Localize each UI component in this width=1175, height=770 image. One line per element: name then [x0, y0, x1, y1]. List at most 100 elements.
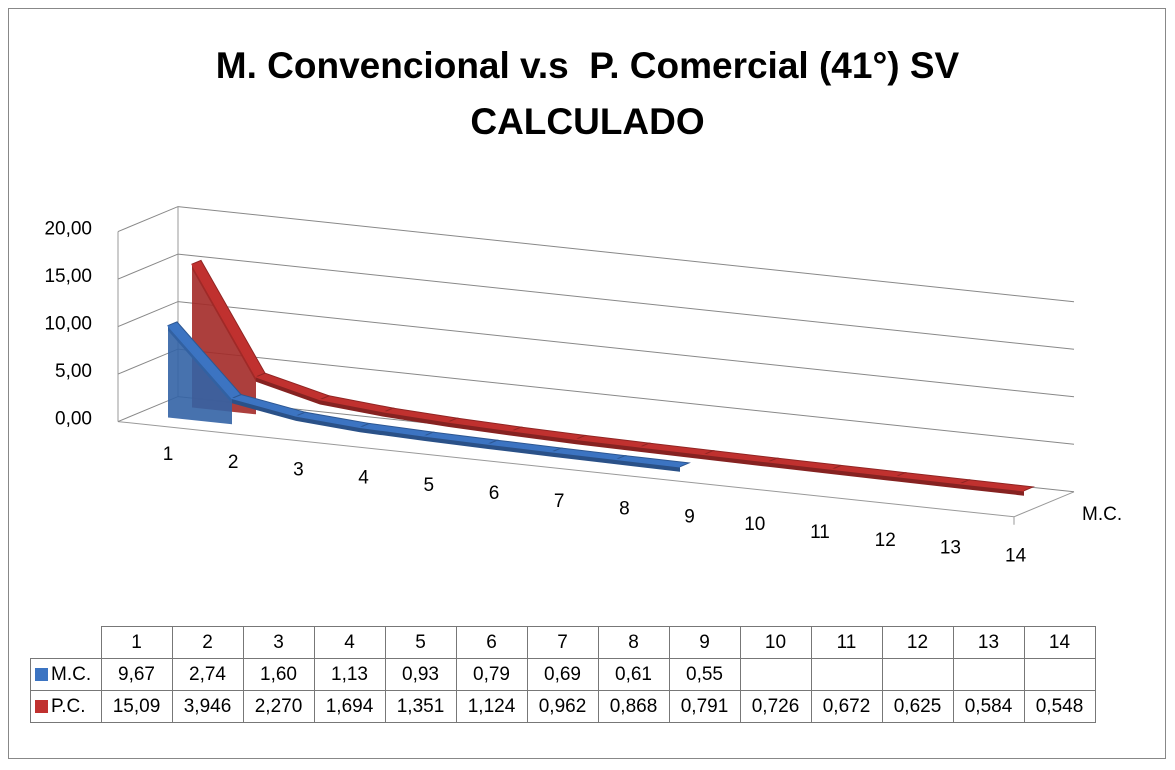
table-cell: 15,09 [100, 690, 173, 723]
ribbon-side [896, 476, 960, 489]
x-tick-label: 2 [228, 452, 239, 473]
legend-swatch [35, 699, 48, 713]
y-tick-label: 5,00 [55, 361, 92, 382]
legend-label: P.C. [51, 695, 86, 717]
table-cell: 0,548 [1023, 690, 1096, 723]
table-row: P.C. 15,09 3,946 2,270 1,694 1,351 1,124 0,962 0… [30, 690, 1096, 723]
x-tick-label: 12 [875, 530, 896, 551]
x-tick-label: 9 [684, 506, 695, 527]
y-tick-label: 0,00 [55, 409, 92, 430]
table-cell: 0,868 [597, 690, 670, 723]
series-line [191, 263, 1025, 492]
x-tick-label: 14 [1005, 545, 1027, 566]
table-cell: 1,13 [313, 658, 386, 691]
ribbon-side [232, 398, 296, 421]
table-header-cell: 2 [171, 626, 244, 659]
ribbon-face [168, 325, 232, 425]
y-tick-label: 10,00 [44, 314, 92, 335]
floor-edge [117, 421, 1075, 518]
depth-axis-label: M.C. [1082, 504, 1122, 525]
table-cell: 3,946 [171, 690, 244, 723]
table-cell [810, 658, 883, 691]
table-header-cell: 7 [526, 626, 599, 659]
ribbon-side [960, 483, 1024, 496]
x-tick-label: 5 [424, 475, 435, 496]
chart-title: M. Convencional v.s P. Comercial (41°) S… [215, 45, 970, 142]
table-header-cell: 6 [455, 626, 528, 659]
table-cell: 1,694 [313, 690, 386, 723]
grid-line [117, 348, 1075, 445]
x-tick-label: 11 [810, 522, 830, 543]
table-header-cell: 4 [313, 626, 386, 659]
table-cell: 0,584 [952, 690, 1025, 723]
table-cell [1023, 658, 1096, 691]
data-table: 1 2 3 4 5 6 7 8 9 10 11 12 13 14 M.C. 9,67 2,74 1,60 1,13 0… [30, 626, 1096, 723]
y-tick-label: 15,00 [44, 266, 92, 287]
table-cell: 0,726 [739, 690, 812, 723]
table-header-cell: 14 [1023, 626, 1096, 659]
table-header-cell: 5 [384, 626, 457, 659]
ribbon-side [512, 430, 576, 445]
ribbon-side [768, 461, 832, 475]
series-ribbon [167, 321, 691, 472]
table-header-cell: 9 [668, 626, 741, 659]
x-tick-label: 7 [554, 491, 565, 512]
ribbon-side [552, 451, 616, 465]
x-tick-label: 1 [163, 444, 174, 465]
grid-line [117, 253, 1075, 350]
chart-frame [8, 8, 1166, 759]
grid-line [117, 206, 1075, 303]
legend-cell: P.C. [30, 690, 102, 723]
legend-cell: M.C. [30, 658, 102, 691]
ribbon-side [488, 444, 552, 457]
table-cell: 2,74 [171, 658, 244, 691]
ribbon-side [448, 421, 512, 436]
ribbon-side [832, 469, 896, 482]
table-cell: 2,270 [242, 690, 315, 723]
grid-line [117, 301, 1075, 398]
x-tick-label: 8 [619, 499, 630, 520]
table-header-cell: 13 [952, 626, 1025, 659]
series-line [167, 325, 681, 468]
y-tick-label: 20,00 [44, 219, 92, 240]
table-cell [739, 658, 812, 691]
x-tick-label: 4 [358, 467, 369, 488]
table-header-cell: 12 [881, 626, 954, 659]
ribbon-side [576, 439, 640, 452]
table-corner [30, 626, 102, 659]
table-cell: 0,625 [881, 690, 954, 723]
table-cell: 0,93 [384, 658, 457, 691]
table-cell: 1,351 [384, 690, 457, 723]
table-cell [952, 658, 1025, 691]
table-cell: 9,67 [100, 658, 173, 691]
table-cell [881, 658, 954, 691]
x-tick-label: 3 [293, 460, 304, 481]
ribbon-segment [254, 372, 331, 401]
table-cell: 0,962 [526, 690, 599, 723]
ribbon-side [296, 415, 360, 433]
table-header-cell: 8 [597, 626, 670, 659]
legend-label: M.C. [51, 663, 92, 685]
table-header-cell: 10 [739, 626, 812, 659]
ribbon-side [384, 411, 448, 427]
ribbon-side [256, 376, 320, 405]
ribbon-side [616, 459, 680, 472]
ribbon-side [704, 454, 768, 467]
ribbon-side [424, 435, 488, 449]
ribbon-side [640, 446, 704, 460]
table-cell: 0,69 [526, 658, 599, 691]
x-tick-label: 10 [744, 514, 765, 535]
x-tick-label: 13 [940, 538, 961, 559]
ribbon-side [360, 427, 424, 441]
table-cell: 0,79 [455, 658, 528, 691]
table-cell: 0,55 [668, 658, 741, 691]
table-header-row: 1 2 3 4 5 6 7 8 9 10 11 12 13 14 [30, 626, 1096, 659]
table-header-cell: 1 [100, 626, 173, 659]
table-row: M.C. 9,67 2,74 1,60 1,13 0,93 0,79 0,69 0,61 0,55 [30, 658, 1096, 691]
table-header-cell: 11 [810, 626, 883, 659]
table-cell: 1,60 [242, 658, 315, 691]
table-cell: 0,791 [668, 690, 741, 723]
x-tick-label: 6 [489, 483, 500, 504]
